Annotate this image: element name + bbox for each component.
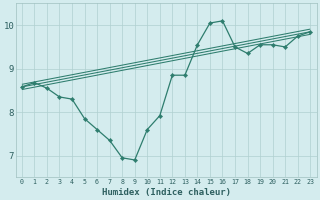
X-axis label: Humidex (Indice chaleur): Humidex (Indice chaleur) [101,188,231,197]
